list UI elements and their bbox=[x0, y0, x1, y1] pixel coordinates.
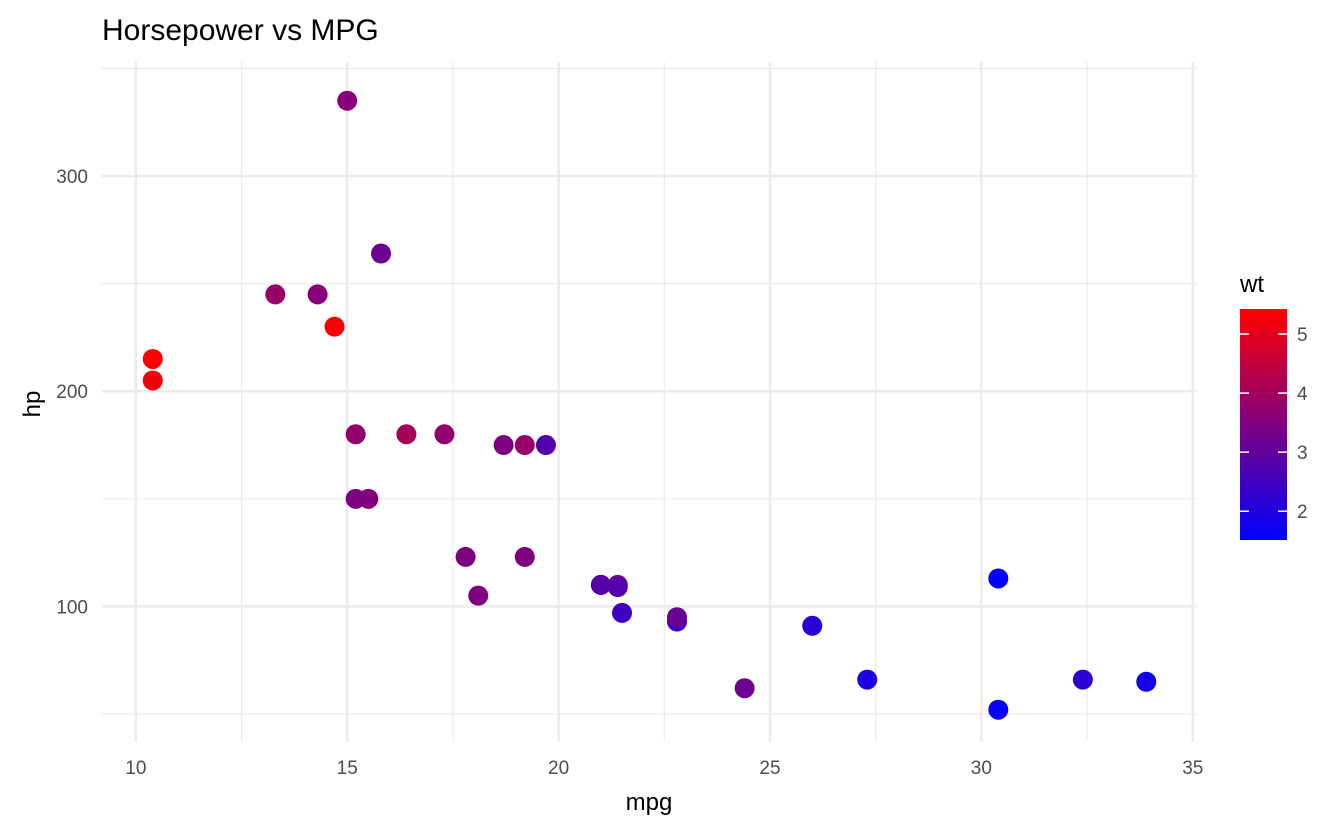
data-point bbox=[514, 435, 535, 456]
x-tick-label: 35 bbox=[1182, 758, 1203, 779]
data-point bbox=[337, 90, 358, 111]
data-point bbox=[142, 370, 163, 391]
data-point bbox=[434, 424, 455, 445]
x-tick-label: 15 bbox=[337, 758, 358, 779]
legend-tick-label: 3 bbox=[1297, 443, 1308, 464]
data-point bbox=[1136, 671, 1157, 692]
data-point bbox=[307, 284, 328, 305]
data-point bbox=[666, 607, 687, 628]
data-point bbox=[734, 678, 755, 699]
x-tick-label: 20 bbox=[548, 758, 569, 779]
data-point bbox=[857, 669, 878, 690]
data-points bbox=[142, 90, 1157, 720]
data-point bbox=[455, 546, 476, 567]
x-tick-label: 25 bbox=[759, 758, 780, 779]
data-point bbox=[988, 568, 1009, 589]
data-point bbox=[607, 577, 628, 598]
grid bbox=[102, 62, 1197, 742]
data-point bbox=[590, 574, 611, 595]
data-point bbox=[514, 546, 535, 567]
data-point bbox=[371, 243, 392, 264]
data-point bbox=[396, 424, 417, 445]
data-point bbox=[345, 424, 366, 445]
y-axis-ticks: 100 200 300 bbox=[56, 167, 88, 618]
y-axis-label: hp bbox=[19, 391, 46, 418]
data-point bbox=[535, 435, 556, 456]
x-tick-label: 30 bbox=[971, 758, 992, 779]
y-tick-label: 200 bbox=[56, 382, 88, 403]
x-axis-ticks: 10 15 20 25 30 35 bbox=[125, 758, 1203, 779]
legend-ticks: 2 3 4 5 bbox=[1240, 325, 1308, 523]
x-tick-label: 10 bbox=[125, 758, 146, 779]
x-axis-label: mpg bbox=[626, 789, 673, 816]
data-point bbox=[345, 488, 366, 509]
legend-title: wt bbox=[1239, 271, 1264, 298]
data-point bbox=[612, 602, 633, 623]
data-point bbox=[1072, 669, 1093, 690]
y-tick-label: 100 bbox=[56, 597, 88, 618]
data-point bbox=[265, 284, 286, 305]
data-point bbox=[802, 615, 823, 636]
data-point bbox=[142, 348, 163, 369]
data-point bbox=[493, 435, 514, 456]
color-legend: wt 2 3 4 5 bbox=[1239, 271, 1308, 540]
data-point bbox=[324, 316, 345, 337]
chart-title: Horsepower vs MPG bbox=[102, 14, 379, 47]
data-point bbox=[468, 585, 489, 606]
legend-tick-label: 2 bbox=[1297, 502, 1308, 523]
data-point bbox=[988, 699, 1009, 720]
y-tick-label: 300 bbox=[56, 167, 88, 188]
legend-colorbar bbox=[1240, 309, 1287, 540]
legend-tick-label: 4 bbox=[1297, 384, 1308, 405]
legend-tick-label: 5 bbox=[1297, 325, 1308, 346]
